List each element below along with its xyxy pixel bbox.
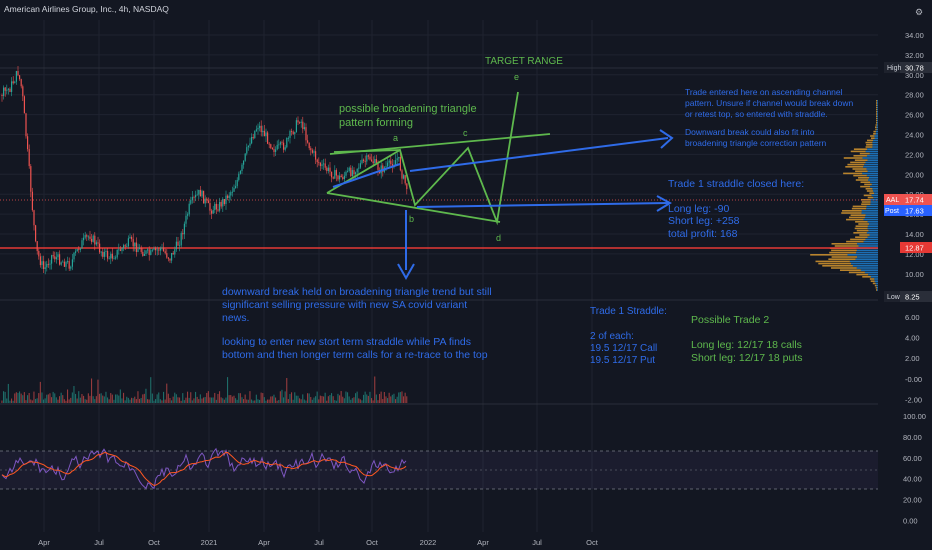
aal-value: 17.74: [905, 196, 924, 205]
rsi-axis-label: 40.00: [903, 475, 922, 484]
trade1-straddle-title: Trade 1 Straddle:: [590, 306, 667, 317]
time-axis-label: Oct: [586, 538, 599, 547]
price-axis-label: 12.00: [905, 250, 924, 259]
point-a-label: a: [393, 133, 398, 143]
time-axis-label: 2021: [201, 538, 218, 547]
price-axis-label: 30.00: [905, 71, 924, 80]
price-axis-label: 28.00: [905, 91, 924, 100]
downward-note-line1: Downward break could also fit into: [685, 127, 815, 137]
long-leg-label: Long leg: -90: [668, 203, 729, 215]
volume-axis-label: -2.00: [905, 395, 922, 404]
price-axis-label: 22.00: [905, 150, 924, 159]
rsi-ma-line: [1, 451, 407, 486]
post-badge: Post 17.63: [884, 205, 932, 216]
trade1-straddle-put: 19.5 12/17 Put: [590, 355, 655, 366]
target-range-label: TARGET RANGE: [485, 56, 563, 67]
time-axis-label: Jul: [532, 538, 542, 547]
trade1-straddle-call: 19.5 12/17 Call: [590, 343, 657, 354]
time-axis-label: Jul: [94, 538, 104, 547]
trade2-short-leg: Short leg: 12/17 18 puts: [691, 352, 803, 364]
point-d-label: d: [496, 233, 501, 243]
rsi-axis-label: 80.00: [903, 433, 922, 442]
price-axis-label: 24.00: [905, 131, 924, 140]
downward-held-line1: downward break held on broadening triang…: [222, 286, 492, 298]
downward-held-line2: significant selling pressure with new SA…: [222, 299, 467, 311]
level-badge: 12.87: [900, 242, 932, 253]
point-b-label: b: [409, 214, 414, 224]
time-axis-label: Apr: [38, 538, 50, 547]
aal-badge: AAL 17.74: [884, 194, 932, 205]
chart-grid: [0, 20, 878, 532]
low-badge: Low 8.25: [884, 291, 932, 302]
post-value: 17.63: [905, 207, 924, 216]
trade1-straddle-qty: 2 of each:: [590, 331, 634, 342]
broadening-label-line2: pattern forming: [339, 117, 413, 129]
time-axis-label: Jul: [314, 538, 324, 547]
time-axis-label: Oct: [148, 538, 161, 547]
volume-axis-label: 4.00: [905, 334, 920, 343]
short-leg-label: Short leg: +258: [668, 215, 740, 227]
low-value: 8.25: [905, 293, 920, 302]
level-value: 12.87: [905, 244, 924, 253]
rsi-axis-label: 100.00: [903, 412, 926, 421]
downward-note-line2: broadening triangle correction pattern: [685, 138, 827, 148]
downward-held-line3: news.: [222, 312, 249, 324]
trade1-closed-label: Trade 1 straddle closed here:: [668, 178, 804, 190]
volume-profile: [810, 100, 878, 291]
looking-line1: looking to enter new stort term straddle…: [222, 336, 471, 348]
chart-title: American Airlines Group, Inc., 4h, NASDA…: [4, 4, 169, 14]
high-label: High: [887, 65, 902, 72]
aal-label: AAL: [886, 197, 899, 204]
price-axis-label: 34.00: [905, 31, 924, 40]
price-axis-label: 20.00: [905, 170, 924, 179]
gear-icon[interactable]: ⚙: [914, 7, 924, 17]
time-axis-label: Apr: [477, 538, 489, 547]
time-axis-label: 2022: [420, 538, 437, 547]
trade-note-line3: or retest top, so entered with straddle.: [685, 109, 828, 119]
trade-note-line1: Trade entered here on ascending channel: [685, 87, 843, 97]
rsi-axis-label: 20.00: [903, 496, 922, 505]
volume-axis[interactable]: 6.00 4.00 2.00 -0.00 -2.00: [905, 313, 922, 404]
time-axis-label: Apr: [258, 538, 270, 547]
ascending-channel-drawing[interactable]: [332, 129, 674, 281]
price-axis-label: 10.00: [905, 270, 924, 279]
time-axis-label: Oct: [366, 538, 379, 547]
volume-axis-label: 2.00: [905, 354, 920, 363]
point-e-label: e: [514, 72, 519, 82]
broadening-triangle-drawing[interactable]: [326, 91, 551, 226]
volume-axis-label: 6.00: [905, 313, 920, 322]
volume-bars: [1, 376, 408, 403]
rsi-line: [1, 447, 407, 490]
price-axis-label: 32.00: [905, 51, 924, 60]
price-axis-label: 26.00: [905, 111, 924, 120]
high-badge: High 30.78: [884, 62, 932, 73]
post-label: Post: [885, 208, 899, 215]
rsi-axis-label: 0.00: [903, 517, 918, 526]
rsi-axis-label: 60.00: [903, 454, 922, 463]
high-value: 30.78: [905, 64, 924, 73]
trade-note-line2: pattern. Unsure if channel would break d…: [685, 98, 853, 108]
trade2-title: Possible Trade 2: [691, 314, 769, 326]
candlestick-series: [1, 65, 408, 275]
time-axis[interactable]: Apr Jul Oct 2021 Apr Jul Oct 2022 Apr Jul Oct: [38, 538, 599, 547]
price-axis-label: 14.00: [905, 230, 924, 239]
broadening-label-line1: possible broadening triangle: [339, 103, 477, 115]
looking-line2: bottom and then longer term calls for a …: [222, 349, 488, 361]
total-profit-label: total profit: 168: [668, 228, 738, 240]
trade2-long-leg: Long leg: 12/17 18 calls: [691, 339, 802, 351]
low-label: Low: [887, 294, 901, 301]
point-c-label: c: [463, 128, 468, 138]
volume-axis-label: -0.00: [905, 375, 922, 384]
rsi-axis[interactable]: 100.00 80.00 60.00 40.00 20.00 0.00: [903, 412, 926, 526]
